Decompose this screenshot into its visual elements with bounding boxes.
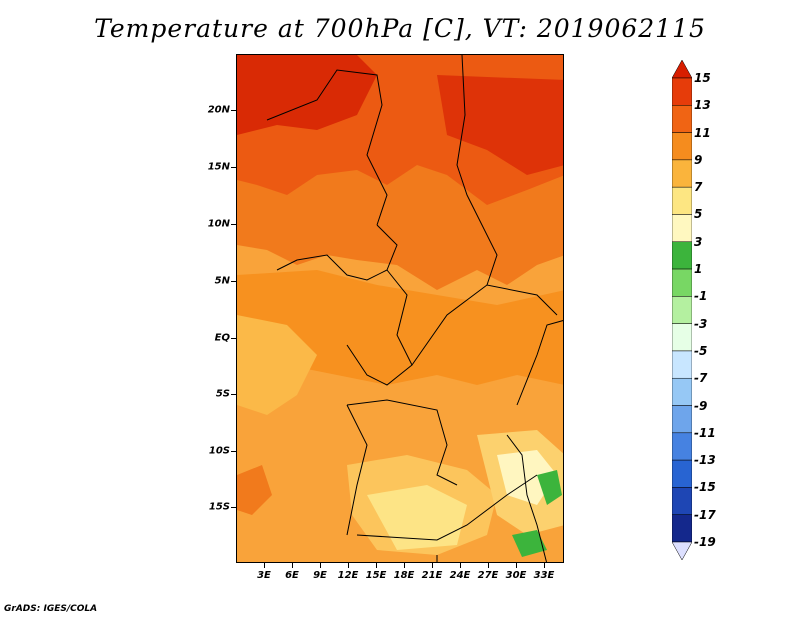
colorbar [672, 60, 692, 560]
colorbar-label: -3 [694, 316, 708, 331]
lon-label: 3E [257, 570, 271, 581]
colorbar-box [672, 268, 692, 297]
colorbar-box [672, 350, 692, 379]
lon-tick [544, 563, 545, 568]
colorbar-label: 3 [694, 234, 703, 249]
lon-label: 33E [533, 570, 555, 581]
lon-tick [460, 563, 461, 568]
colorbar-label: -17 [694, 507, 716, 522]
colorbar-label: 15 [694, 71, 711, 85]
lon-label: 18E [393, 570, 415, 581]
lat-tick [231, 110, 236, 111]
temperature-map [236, 54, 564, 563]
lon-tick [404, 563, 405, 568]
lon-tick [376, 563, 377, 568]
lat-tick [231, 338, 236, 339]
lat-label: 5N [214, 275, 230, 287]
colorbar-label: -9 [694, 398, 708, 413]
colorbar-label: -1 [694, 289, 708, 304]
lat-label: 5S [215, 388, 230, 400]
colorbar-box [672, 132, 692, 161]
colorbar-box [672, 241, 692, 270]
colorbar-box [672, 405, 692, 434]
colorbar-label: -7 [694, 371, 708, 386]
chart-title: Temperature at 700hPa [C], VT: 201906211… [94, 14, 706, 43]
lon-label: 30E [505, 570, 527, 581]
lat-label: 10S [208, 445, 230, 457]
lon-tick [432, 563, 433, 568]
lon-tick [488, 563, 489, 568]
colorbar-box [672, 186, 692, 215]
lat-tick [231, 167, 236, 168]
lat-label: EQ [214, 332, 230, 344]
lon-label: 21E [421, 570, 443, 581]
colorbar-box [672, 159, 692, 188]
lat-label: 10N [207, 218, 230, 230]
lon-tick [348, 563, 349, 568]
colorbar-box [672, 459, 692, 488]
colorbar-label: 9 [694, 152, 703, 167]
lon-tick [264, 563, 265, 568]
lat-tick [231, 451, 236, 452]
colorbar-label: -19 [694, 535, 716, 549]
colorbar-label: 1 [694, 262, 703, 277]
colorbar-label: -13 [694, 453, 716, 468]
colorbar-triangle-bottom [672, 541, 692, 560]
colorbar-label: -11 [694, 425, 716, 440]
colorbar-label: -15 [694, 480, 716, 495]
lon-label: 9E [313, 570, 327, 581]
lat-tick [231, 394, 236, 395]
lon-tick [320, 563, 321, 568]
colorbar-label: 7 [694, 180, 703, 195]
colorbar-box [672, 214, 692, 243]
colorbar-box [672, 514, 692, 543]
colorbar-box [672, 377, 692, 406]
colorbar-box [672, 323, 692, 352]
lon-label: 24E [449, 570, 471, 581]
colorbar-label: 13 [694, 98, 711, 113]
lat-tick [231, 281, 236, 282]
lon-label: 15E [365, 570, 387, 581]
lon-tick [516, 563, 517, 568]
colorbar-box [672, 296, 692, 324]
colorbar-label: 5 [694, 207, 703, 222]
colorbar-box [672, 77, 692, 106]
lat-label: 15N [207, 161, 230, 173]
credit-text: GrADS: IGES/COLA [4, 604, 98, 614]
lon-tick [292, 563, 293, 568]
lon-label: 27E [477, 570, 499, 581]
colorbar-box [672, 487, 692, 515]
colorbar-label: -5 [694, 343, 708, 358]
lon-label: 12E [337, 570, 359, 581]
lat-label: 15S [208, 501, 230, 513]
colorbar-triangle-top [672, 60, 692, 79]
map-field [237, 55, 563, 562]
lon-label: 6E [285, 570, 299, 581]
colorbar-box [672, 432, 692, 461]
lat-tick [231, 224, 236, 225]
lat-label: 20N [207, 104, 230, 116]
colorbar-box [672, 105, 692, 133]
colorbar-label: 11 [694, 125, 711, 140]
lat-tick [231, 507, 236, 508]
